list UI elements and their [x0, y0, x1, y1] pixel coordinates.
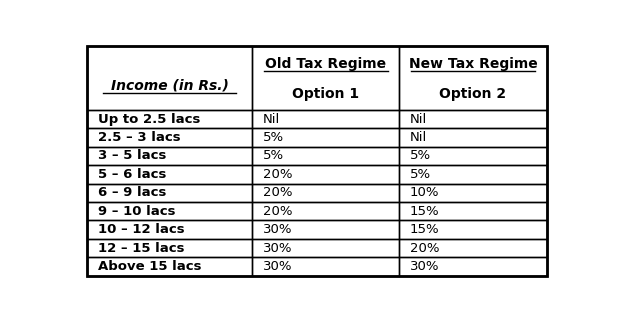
Text: 30%: 30%: [263, 260, 292, 273]
Text: 9 – 10 lacs: 9 – 10 lacs: [98, 205, 176, 218]
Bar: [87, 220, 252, 239]
Bar: [252, 239, 399, 257]
Text: 30%: 30%: [410, 260, 439, 273]
Bar: [252, 165, 399, 183]
Bar: [252, 202, 399, 220]
Bar: [252, 128, 399, 147]
Text: Up to 2.5 lacs: Up to 2.5 lacs: [98, 113, 201, 126]
Text: 15%: 15%: [410, 205, 439, 218]
Text: 10 – 12 lacs: 10 – 12 lacs: [98, 223, 185, 236]
Text: 15%: 15%: [410, 223, 439, 236]
Bar: [252, 257, 399, 276]
Bar: [252, 45, 399, 110]
Bar: [252, 110, 399, 128]
Bar: [399, 183, 547, 202]
Bar: [399, 110, 547, 128]
Text: Old Tax Regime: Old Tax Regime: [265, 57, 386, 71]
Text: 2.5 – 3 lacs: 2.5 – 3 lacs: [98, 131, 181, 144]
Text: Option 1: Option 1: [292, 87, 360, 101]
Bar: [399, 165, 547, 183]
Text: 5%: 5%: [410, 168, 431, 181]
Text: 5%: 5%: [410, 149, 431, 162]
Bar: [87, 202, 252, 220]
Text: Option 2: Option 2: [439, 87, 507, 101]
Text: Nil: Nil: [410, 131, 427, 144]
Text: 5%: 5%: [263, 149, 284, 162]
Bar: [399, 45, 547, 110]
Text: 20%: 20%: [263, 186, 292, 199]
Text: 5%: 5%: [263, 131, 284, 144]
Text: Nil: Nil: [263, 113, 280, 126]
Text: 10%: 10%: [410, 186, 439, 199]
Text: 20%: 20%: [410, 242, 439, 254]
Bar: [87, 128, 252, 147]
Text: 3 – 5 lacs: 3 – 5 lacs: [98, 149, 167, 162]
Bar: [399, 257, 547, 276]
Bar: [399, 220, 547, 239]
Text: 20%: 20%: [263, 168, 292, 181]
Bar: [87, 165, 252, 183]
Bar: [87, 257, 252, 276]
Text: 12 – 15 lacs: 12 – 15 lacs: [98, 242, 185, 254]
Bar: [87, 183, 252, 202]
Text: 30%: 30%: [263, 242, 292, 254]
Text: Nil: Nil: [410, 113, 427, 126]
Bar: [252, 183, 399, 202]
Bar: [87, 239, 252, 257]
Bar: [399, 239, 547, 257]
Bar: [87, 110, 252, 128]
Text: New Tax Regime: New Tax Regime: [408, 57, 538, 71]
Text: 20%: 20%: [263, 205, 292, 218]
Bar: [399, 202, 547, 220]
Bar: [87, 45, 252, 110]
Text: 30%: 30%: [263, 223, 292, 236]
Bar: [252, 147, 399, 165]
Bar: [252, 220, 399, 239]
Text: Above 15 lacs: Above 15 lacs: [98, 260, 202, 273]
Bar: [87, 147, 252, 165]
Bar: [399, 128, 547, 147]
Text: 5 – 6 lacs: 5 – 6 lacs: [98, 168, 167, 181]
Text: 6 – 9 lacs: 6 – 9 lacs: [98, 186, 167, 199]
Bar: [399, 147, 547, 165]
Text: Income (in Rs.): Income (in Rs.): [111, 79, 229, 93]
